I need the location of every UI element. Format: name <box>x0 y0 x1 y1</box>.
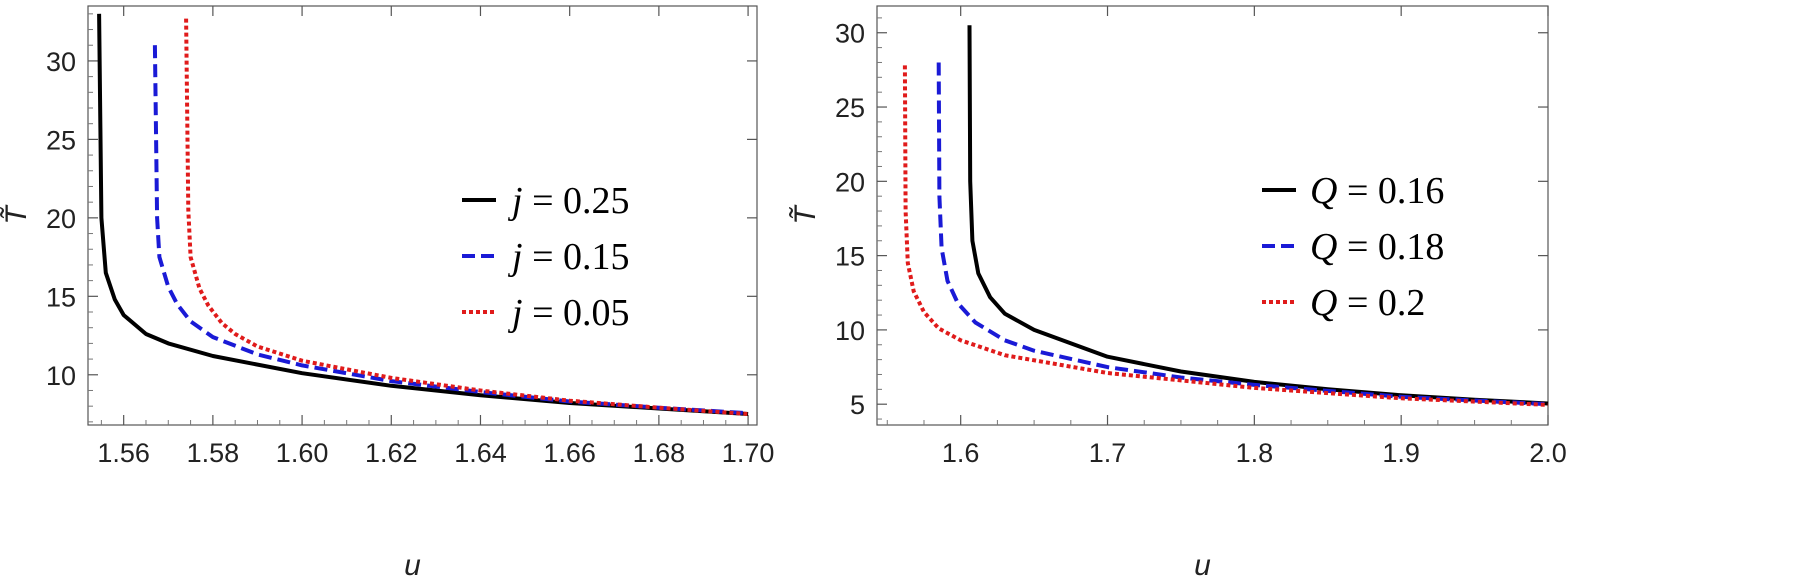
x-tick-label: 1.7 <box>1089 438 1127 468</box>
y-tick-label: 15 <box>835 242 865 272</box>
legend-variable: Q <box>1310 282 1337 324</box>
legend-value: = 0.25 <box>523 180 630 222</box>
legend-variable: j <box>507 236 523 278</box>
legend-entry: j = 0.05 <box>507 292 630 334</box>
legend-variable: Q <box>1310 226 1337 268</box>
legend-entry: Q = 0.16 <box>1310 170 1444 212</box>
x-tick-label: 1.68 <box>633 438 686 468</box>
legend-value: = 0.16 <box>1337 170 1444 212</box>
legend-value: = 0.2 <box>1337 282 1425 324</box>
series-line-3 <box>184 18 749 416</box>
x-tick-label: 1.58 <box>187 438 240 468</box>
series-line-1 <box>97 13 749 416</box>
y-tick-label: 10 <box>46 361 76 391</box>
x-tick-label: 1.64 <box>454 438 507 468</box>
y-tick-label: 25 <box>46 125 76 155</box>
legend-value: = 0.18 <box>1337 226 1444 268</box>
chart-panel-1: 1.56 1.58 1.60 1.62 1.64 1.66 1.68 1.70 10 15 20 25… <box>0 5 775 580</box>
x-tick-label: 1.70 <box>722 438 775 468</box>
legend-variable: j <box>507 292 523 334</box>
y-tick-label: 30 <box>46 47 76 77</box>
series-line-1 <box>967 25 1549 406</box>
legend-value: = 0.05 <box>523 292 630 334</box>
legend-entry: j = 0.25 <box>507 180 630 222</box>
x-tick-label: 1.62 <box>365 438 418 468</box>
legend: Q = 0.16Q = 0.18Q = 0.2 <box>1262 170 1444 324</box>
x-axis-label: u <box>1194 549 1211 580</box>
x-tick-label: 1.56 <box>97 438 150 468</box>
legend-variable: Q <box>1310 170 1337 212</box>
x-tick-label: 1.60 <box>276 438 329 468</box>
y-tick-label: 10 <box>835 316 865 346</box>
x-tick-label: 1.6 <box>942 438 980 468</box>
y-axis-label: T̃ <box>789 204 822 225</box>
y-tick-label: 15 <box>46 282 76 312</box>
legend-value: = 0.15 <box>523 236 630 278</box>
y-axis-label: T̃ <box>0 204 33 225</box>
legend-variable: j <box>507 180 523 222</box>
x-tick-label: 1.8 <box>1236 438 1274 468</box>
x-tick-label: 1.66 <box>543 438 596 468</box>
legend-entry: Q = 0.2 <box>1310 282 1425 324</box>
series-line-2 <box>936 62 1549 407</box>
y-tick-label: 20 <box>835 167 865 197</box>
plot-frame <box>87 5 758 426</box>
y-tick-label: 20 <box>46 204 76 234</box>
legend-entry: j = 0.15 <box>507 236 630 278</box>
x-tick-label: 1.9 <box>1382 438 1420 468</box>
plot-frame <box>876 5 1549 426</box>
y-tick-label: 25 <box>835 93 865 123</box>
series-line-2 <box>152 45 749 416</box>
x-tick-label: 2.0 <box>1529 438 1567 468</box>
y-tick-label: 5 <box>850 390 865 420</box>
y-tick-label: 30 <box>835 19 865 49</box>
series-line-3 <box>902 65 1549 407</box>
legend: j = 0.25j = 0.15j = 0.05 <box>462 180 630 334</box>
legend-entry: Q = 0.18 <box>1310 226 1444 268</box>
x-axis-label: u <box>404 549 421 580</box>
